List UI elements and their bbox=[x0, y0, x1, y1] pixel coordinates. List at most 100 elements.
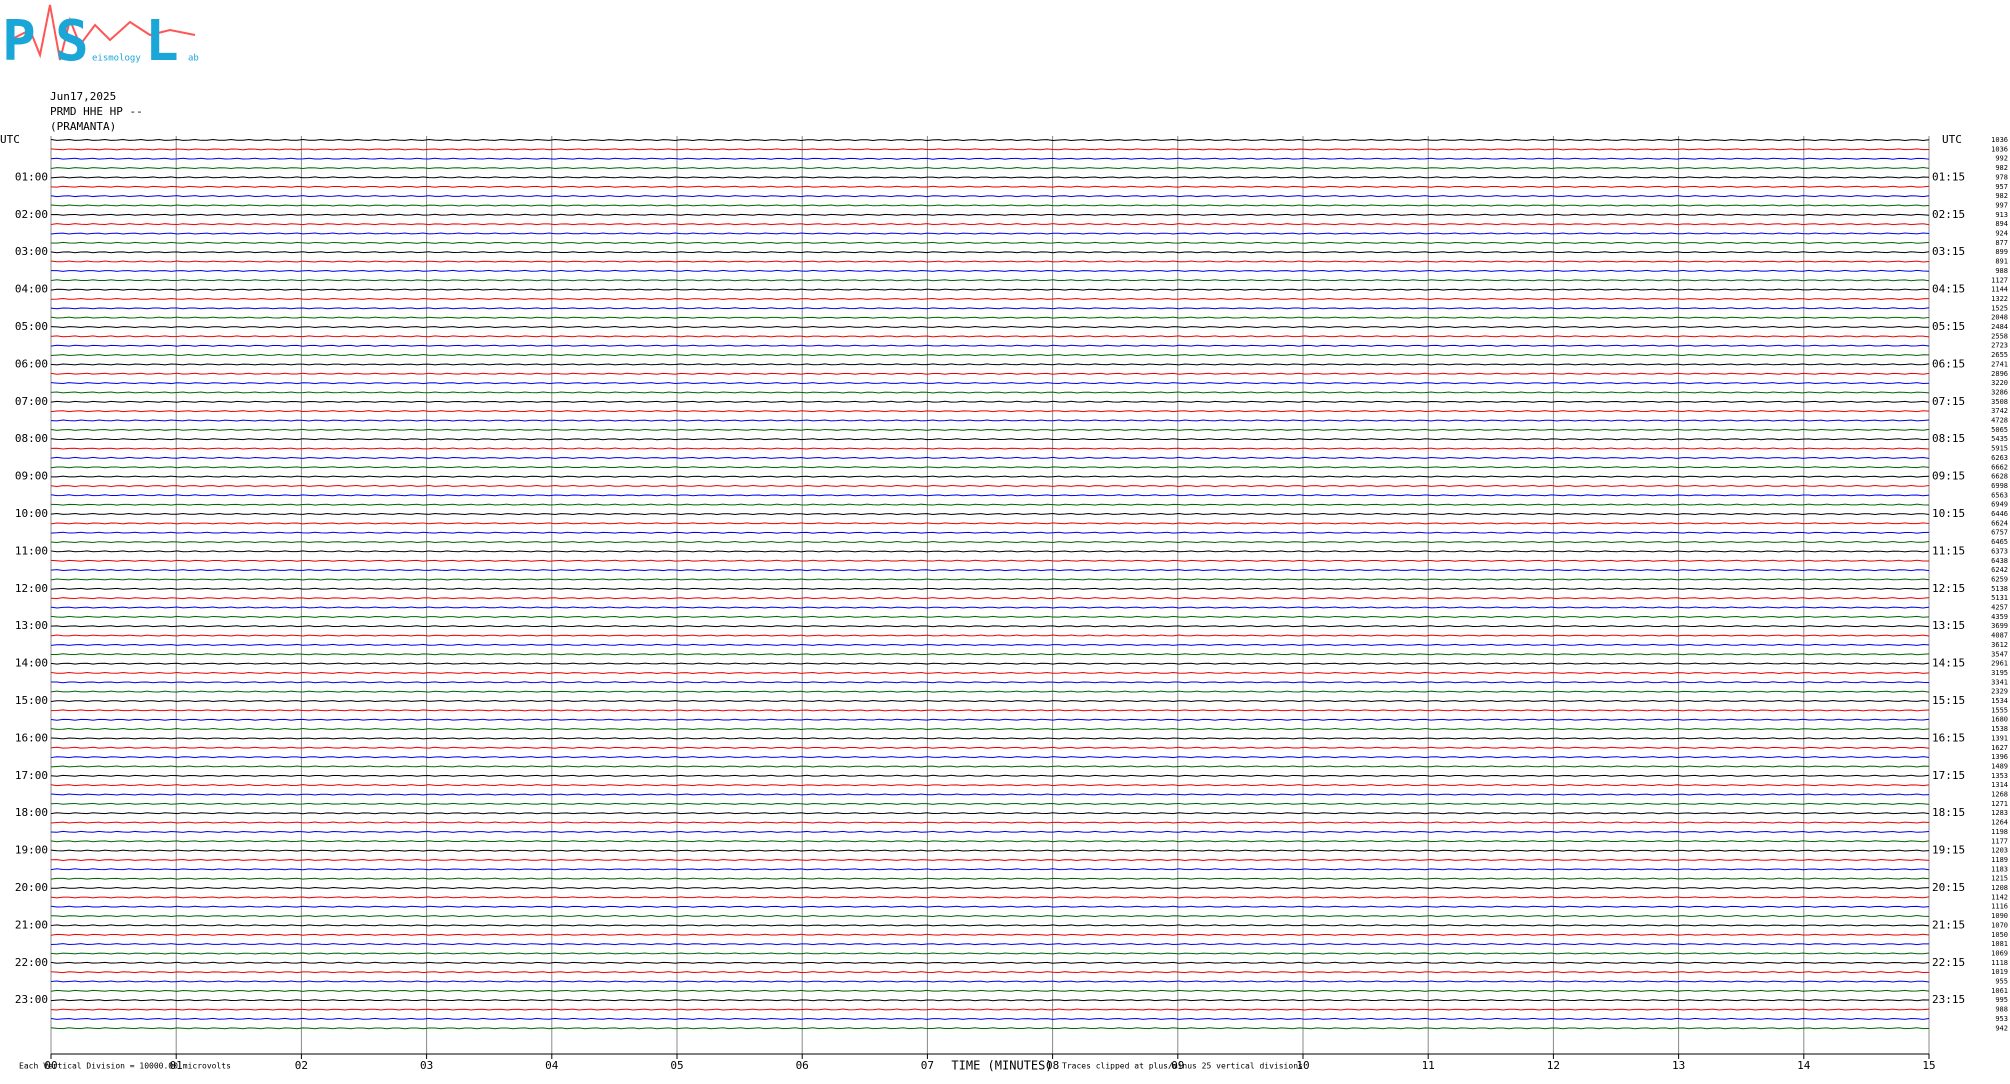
row-value: 3508 bbox=[1991, 398, 2008, 406]
row-value: 1144 bbox=[1991, 286, 2008, 294]
right-time-label: 03:15 bbox=[1932, 245, 1965, 258]
row-value: 995 bbox=[1995, 996, 2008, 1004]
trace bbox=[50, 316, 1930, 319]
row-value: 6263 bbox=[1991, 454, 2008, 462]
trace bbox=[50, 615, 1930, 618]
trace bbox=[50, 419, 1930, 422]
x-tick-label: 03 bbox=[420, 1059, 433, 1072]
left-time-label: 02:00 bbox=[15, 208, 48, 221]
trace bbox=[50, 625, 1930, 628]
right-time-label: 04:15 bbox=[1932, 283, 1965, 296]
row-value: 1215 bbox=[1991, 875, 2008, 883]
row-value: 1177 bbox=[1991, 837, 2008, 845]
trace bbox=[50, 802, 1930, 805]
left-time-label: 10:00 bbox=[15, 507, 48, 520]
x-tick-label: 01 bbox=[170, 1059, 183, 1072]
row-value: 957 bbox=[1995, 183, 2008, 191]
right-time-label: UTC bbox=[1942, 133, 1962, 146]
row-value: 988 bbox=[1995, 267, 2008, 275]
trace bbox=[50, 1027, 1930, 1030]
left-time-label: 18:00 bbox=[15, 806, 48, 819]
row-value: 1127 bbox=[1991, 276, 2008, 284]
trace bbox=[50, 830, 1930, 833]
row-value: 5065 bbox=[1991, 426, 2008, 434]
left-time-label: 11:00 bbox=[15, 544, 48, 557]
row-value: 6563 bbox=[1991, 491, 2008, 499]
trace bbox=[50, 690, 1930, 693]
trace bbox=[50, 812, 1930, 815]
right-time-label: 11:15 bbox=[1932, 544, 1965, 557]
trace bbox=[50, 475, 1930, 478]
left-time-label: 14:00 bbox=[15, 657, 48, 670]
trace bbox=[50, 138, 1930, 142]
row-value: 1050 bbox=[1991, 931, 2008, 939]
row-value: 1489 bbox=[1991, 762, 2008, 770]
trace bbox=[50, 484, 1930, 487]
row-value: 3612 bbox=[1991, 641, 2008, 649]
row-value: 1208 bbox=[1991, 884, 2008, 892]
trace bbox=[50, 503, 1930, 506]
trace bbox=[50, 653, 1930, 656]
row-value: 6242 bbox=[1991, 566, 2008, 574]
row-value: 894 bbox=[1995, 220, 2008, 228]
row-value: 6373 bbox=[1991, 547, 2008, 555]
trace bbox=[50, 746, 1930, 749]
trace bbox=[50, 849, 1930, 852]
trace bbox=[50, 335, 1930, 338]
trace bbox=[50, 447, 1930, 450]
trace bbox=[50, 541, 1930, 544]
row-value: 942 bbox=[1995, 1024, 2008, 1032]
x-tick-label: 00 bbox=[44, 1059, 57, 1072]
row-value: 1396 bbox=[1991, 753, 2008, 761]
trace bbox=[50, 606, 1930, 609]
x-tick-label: 12 bbox=[1547, 1059, 1560, 1072]
row-value: 1391 bbox=[1991, 734, 2008, 742]
left-time-label: 20:00 bbox=[15, 881, 48, 894]
row-value: 1090 bbox=[1991, 912, 2008, 920]
right-time-label: 19:15 bbox=[1932, 844, 1965, 857]
row-value: 1183 bbox=[1991, 865, 2008, 873]
trace bbox=[50, 587, 1930, 590]
trace bbox=[50, 512, 1930, 516]
row-value: 1264 bbox=[1991, 819, 2008, 827]
x-tick-label: 11 bbox=[1422, 1059, 1435, 1072]
trace bbox=[50, 251, 1930, 254]
trace bbox=[50, 372, 1930, 375]
left-time-label: 06:00 bbox=[15, 357, 48, 370]
left-time-label: 09:00 bbox=[15, 470, 48, 483]
left-time-label: 03:00 bbox=[15, 245, 48, 258]
row-value: 1061 bbox=[1991, 987, 2008, 995]
row-value: 6259 bbox=[1991, 575, 2008, 583]
row-value: 3699 bbox=[1991, 622, 2008, 630]
row-value: 1525 bbox=[1991, 304, 2008, 312]
row-value: 899 bbox=[1995, 248, 2008, 256]
row-value: 1198 bbox=[1991, 828, 2008, 836]
logo-text: ab bbox=[188, 54, 199, 64]
row-value: 997 bbox=[1995, 201, 2008, 209]
trace bbox=[50, 858, 1930, 861]
trace bbox=[50, 391, 1930, 394]
left-time-label: UTC bbox=[0, 133, 20, 146]
row-value: 4087 bbox=[1991, 632, 2008, 640]
row-value: 2961 bbox=[1991, 660, 2008, 668]
right-time-label: 08:15 bbox=[1932, 432, 1965, 445]
row-value: 913 bbox=[1995, 211, 2008, 219]
left-time-label: 01:00 bbox=[15, 170, 48, 183]
row-value: 982 bbox=[1995, 192, 2008, 200]
row-value: 6757 bbox=[1991, 529, 2008, 537]
row-value: 3547 bbox=[1991, 650, 2008, 658]
right-time-label: 09:15 bbox=[1932, 470, 1965, 483]
trace bbox=[50, 176, 1930, 179]
row-value: 1036 bbox=[1991, 145, 2008, 153]
trace bbox=[50, 681, 1930, 684]
x-tick-label: 05 bbox=[670, 1059, 683, 1072]
trace bbox=[50, 223, 1930, 226]
trace bbox=[50, 522, 1930, 525]
trace bbox=[50, 943, 1930, 946]
trace bbox=[50, 456, 1930, 459]
row-value: 6446 bbox=[1991, 510, 2008, 518]
trace bbox=[50, 1008, 1930, 1011]
trace bbox=[50, 774, 1930, 777]
trace bbox=[50, 204, 1930, 207]
row-value: 2723 bbox=[1991, 342, 2008, 350]
